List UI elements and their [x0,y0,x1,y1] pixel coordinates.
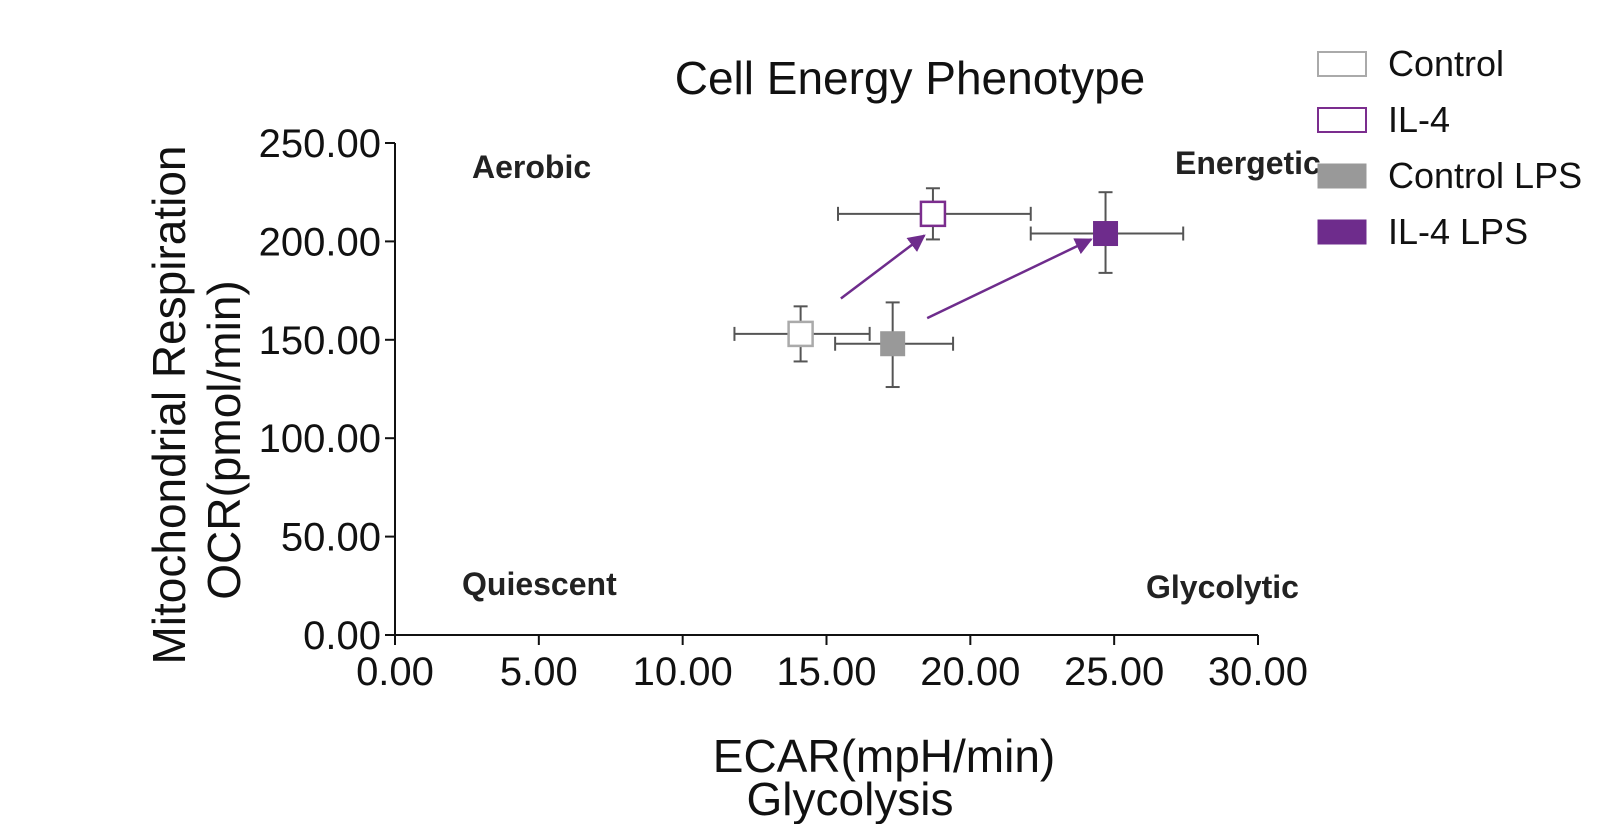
data-point [837,187,1032,241]
quadrant-label-glycolytic: Glycolytic [1146,569,1299,605]
legend-item: IL-4 LPS [1317,211,1528,252]
arrows [840,234,1093,320]
x-axis-sublabel: Glycolysis [746,773,953,824]
x-tick-label: 30.00 [1208,650,1308,694]
legend-label: Control LPS [1388,155,1582,196]
quadrant-label-quiescent: Quiescent [462,566,617,602]
y-tick-label: 50.00 [281,516,381,560]
x-tick-label: 0.00 [356,650,434,694]
data-point [1029,191,1185,274]
legend-item: Control [1317,43,1504,84]
x-tick-label: 25.00 [1064,650,1164,694]
shift-arrow [840,234,926,300]
y-tick-label: 0.00 [303,614,381,658]
data-point [733,305,871,363]
chart-title: Cell Energy Phenotype [675,52,1146,104]
legend-swatch [1317,107,1367,133]
x-axis-label: ECAR(mpH/min) [713,730,1055,782]
data-point [834,301,955,389]
point-marker-control-lps [880,331,906,357]
legend: Control IL-4 Control LPS IL-4 LPS [1317,43,1582,252]
y-tick-label: 150.00 [259,319,381,363]
quadrant-label-energetic: Energetic [1175,145,1321,181]
legend-label: IL-4 LPS [1388,211,1528,252]
legend-swatch [1317,51,1367,77]
x-tick-label: 20.00 [920,650,1020,694]
legend-swatch [1317,219,1367,245]
y-tick-label: 250.00 [259,122,381,166]
legend-item: IL-4 [1317,99,1450,140]
x-tick-label: 10.00 [633,650,733,694]
legend-swatch [1317,163,1367,189]
y-axis-sublabel: OCR(pmol/min) [198,280,250,599]
shift-arrow [926,238,1093,320]
y-axis-label: Mitochondrial Respiration [143,145,195,664]
quadrant-label-aerobic: Aerobic [472,149,591,185]
legend-label: IL-4 [1388,99,1450,140]
legend-item: Control LPS [1317,155,1582,196]
point-marker-control [787,320,814,348]
x-tick-labels: 0.00 5.00 10.00 15.00 20.00 25.00 30.00 [356,650,1308,694]
point-marker-il-4-lps [1093,221,1119,247]
axes [385,142,1259,645]
legend-label: Control [1388,43,1504,84]
point-marker-il-4 [919,200,947,228]
y-tick-label: 200.00 [259,220,381,264]
y-tick-label: 100.00 [259,417,381,461]
x-tick-label: 5.00 [500,650,578,694]
y-tick-labels: 0.00 50.00 100.00 150.00 200.00 250.00 [259,122,381,658]
x-tick-label: 15.00 [776,650,876,694]
data-points [733,187,1185,389]
